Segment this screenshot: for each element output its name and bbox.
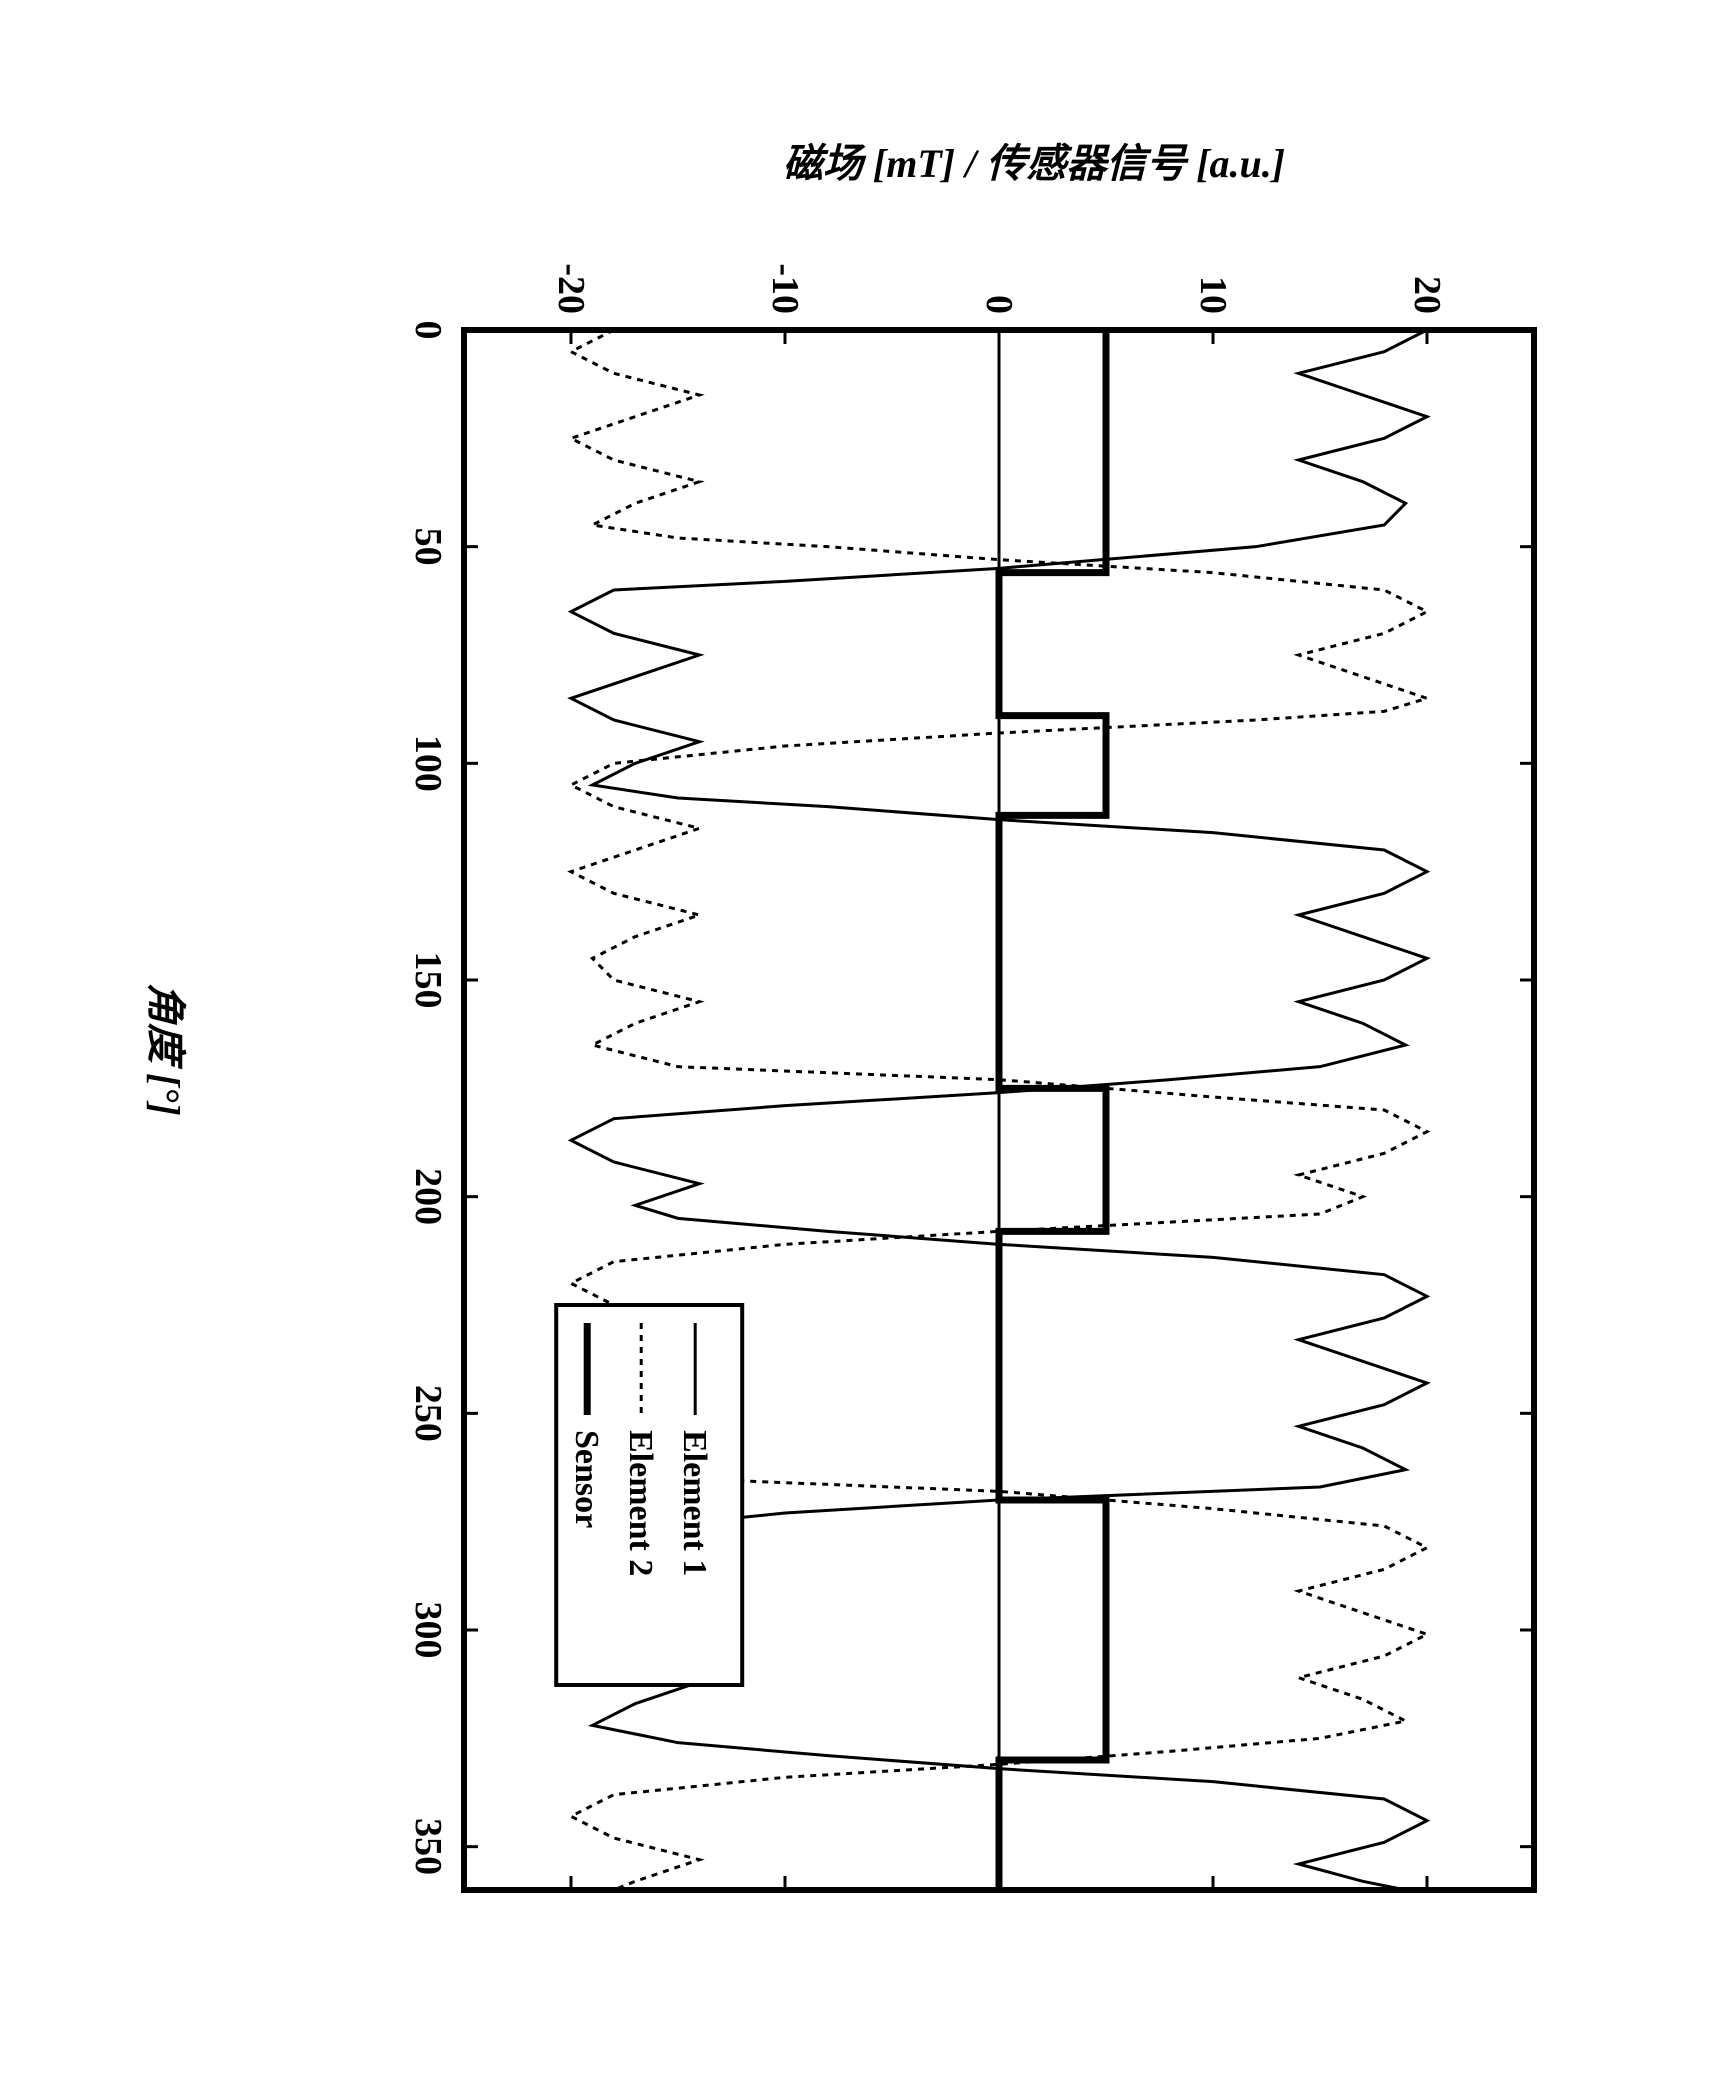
x-tick-label: 100 bbox=[407, 735, 449, 792]
x-tick-label: 350 bbox=[407, 1818, 449, 1875]
legend-label-element1: Element 1 bbox=[676, 1430, 713, 1576]
x-tick-label: 50 bbox=[407, 528, 449, 566]
y-tick-label: -20 bbox=[550, 263, 592, 314]
y-tick-label: 10 bbox=[1192, 276, 1234, 314]
chart-rotated-frame: 0 50 100 150 200 250 300 350 -20 -10 0 10 20 Element … bbox=[120, 120, 1594, 1979]
chart-svg: 0 50 100 150 200 250 300 350 -20 -10 0 10 20 Element … bbox=[120, 120, 1594, 1979]
legend-label-sensor: Sensor bbox=[568, 1430, 605, 1528]
x-tick-label: 150 bbox=[407, 952, 449, 1009]
y-tick-label: -10 bbox=[764, 263, 806, 314]
x-tick-label: 0 bbox=[407, 321, 449, 340]
y-axis-label: 磁场 [mT] / 传感器信号 [a.u.] bbox=[783, 131, 1285, 189]
x-tick-label: 200 bbox=[407, 1168, 449, 1225]
y-tick-label: 20 bbox=[1406, 276, 1448, 314]
x-tick-label: 250 bbox=[407, 1385, 449, 1442]
x-tick-label: 300 bbox=[407, 1602, 449, 1659]
legend-label-element2: Element 2 bbox=[622, 1430, 659, 1576]
x-axis-label: 角度 [°] bbox=[140, 983, 198, 1116]
y-tick-label: 0 bbox=[978, 295, 1020, 314]
chart-container: 0 50 100 150 200 250 300 350 -20 -10 0 10 20 Element … bbox=[120, 120, 1594, 1979]
